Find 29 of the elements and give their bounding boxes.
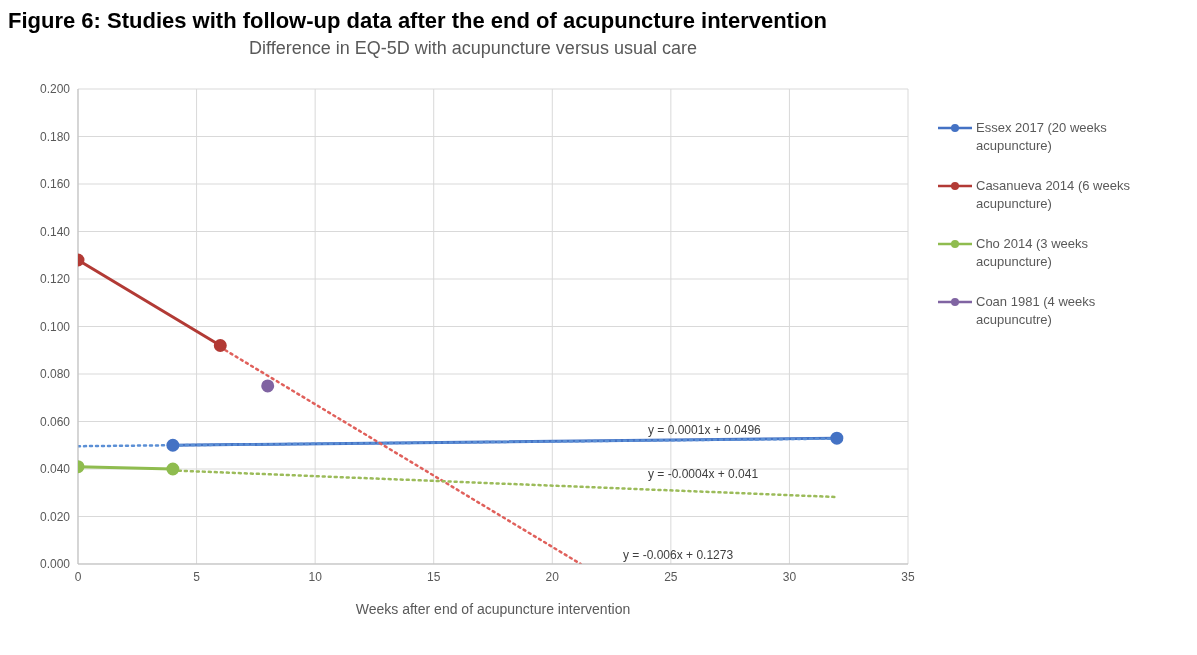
y-tick-label: 0.180 [39,129,71,144]
y-tick-label: 0.080 [39,367,71,382]
y-tick-label: 0.200 [39,82,71,97]
y-tick-label: 0.160 [39,177,71,192]
legend-label: Coan 1981 (4 weeks acupuncutre) [976,293,1097,329]
x-tick-label: 25 [664,569,678,584]
legend-label: Essex 2017 (20 weeks acupuncture) [976,119,1108,155]
annotation: y = -0.006x + 0.1273 [623,548,734,562]
chart-subtitle: Difference in EQ-5D with acupuncture versus usual care [248,38,698,59]
legend-label: Cho 2014 (3 weeks acupuncture) [976,235,1089,271]
y-tick-label: 0.120 [39,272,71,287]
x-axis-title: Weeks after end of acupuncture intervention [355,601,631,617]
x-tick-label: 30 [782,569,797,584]
annotation: y = 0.0001x + 0.0496 [648,423,761,437]
annotation: y = -0.0004x + 0.041 [648,467,759,481]
y-tick-label: 0.020 [39,509,71,524]
y-tick-label: 0.000 [39,557,71,572]
y-tick-label: 0.040 [39,462,71,477]
y-tick-label: 0.100 [39,319,71,334]
x-tick-label: 0 [74,569,82,584]
x-tick-label: 20 [545,569,560,584]
y-tick-label: 0.140 [39,224,71,239]
x-tick-label: 15 [427,569,441,584]
x-tick-label: 5 [193,569,201,584]
chart-title: Figure 6: Studies with follow-up data after the end of acupuncture intervention [8,8,828,34]
x-tick-label: 35 [901,569,915,584]
legend-label: Casanueva 2014 (6 weeks acupuncture) [976,177,1131,213]
y-tick-label: 0.060 [39,414,71,429]
x-tick-label: 10 [308,569,323,584]
